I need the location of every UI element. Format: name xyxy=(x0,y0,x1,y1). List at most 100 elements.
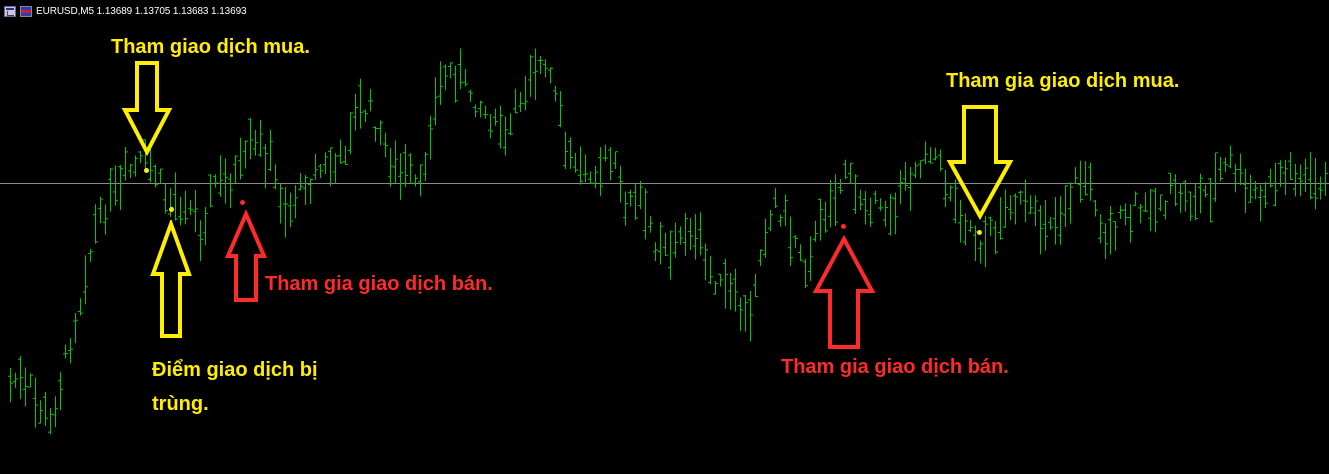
price-bar xyxy=(1018,190,1023,205)
price-bar xyxy=(413,174,418,187)
price-bar xyxy=(518,91,523,113)
price-bar xyxy=(38,400,43,424)
price-bar xyxy=(153,164,158,188)
price-bar xyxy=(393,140,398,184)
price-bar xyxy=(128,164,133,179)
price-bar xyxy=(1078,160,1083,203)
price-bar xyxy=(373,126,378,142)
price-bar xyxy=(963,213,968,246)
price-bar xyxy=(1243,168,1248,213)
price-bar xyxy=(813,220,818,242)
chart-header: EURUSD,M5 1.13689 1.13705 1.13683 1.1369… xyxy=(4,4,247,18)
sell-signal-dot-2 xyxy=(841,224,846,229)
price-bar xyxy=(1073,167,1078,185)
price-bar xyxy=(368,89,373,112)
price-bar xyxy=(533,48,538,101)
price-bar xyxy=(573,152,578,173)
price-bar xyxy=(893,192,898,235)
price-bar xyxy=(1023,179,1028,223)
price-bar xyxy=(1153,187,1158,233)
price-bar xyxy=(993,221,998,255)
price-bar xyxy=(313,153,318,180)
price-bar xyxy=(1298,164,1303,197)
price-bar xyxy=(258,119,263,157)
price-bar xyxy=(728,272,733,310)
price-bar xyxy=(1293,163,1298,197)
price-bar xyxy=(1308,152,1313,200)
price-bar xyxy=(848,162,853,184)
duplicate-signal-label-line1: Điểm giao dịch bị xyxy=(152,359,318,381)
price-bar xyxy=(923,141,928,165)
price-bar xyxy=(438,61,443,106)
sell-signal-dot xyxy=(240,200,245,205)
chart-window-icon[interactable] xyxy=(4,5,16,17)
price-bar xyxy=(88,248,93,262)
price-bar xyxy=(1213,152,1218,202)
price-bar xyxy=(768,210,773,231)
price-bar xyxy=(1143,192,1148,212)
price-bar xyxy=(1138,204,1143,224)
price-bar xyxy=(823,201,828,233)
price-bar xyxy=(1013,193,1018,225)
price-bar xyxy=(863,190,868,225)
price-bar xyxy=(1103,223,1108,259)
price-bar xyxy=(568,137,573,169)
price-bar xyxy=(778,214,783,227)
price-bar xyxy=(283,187,288,238)
price-bar xyxy=(758,249,763,267)
price-bar xyxy=(798,244,803,261)
price-bar xyxy=(63,344,68,359)
price-bar xyxy=(928,147,933,164)
price-bar xyxy=(98,196,103,224)
price-bar xyxy=(1058,196,1063,245)
price-bar xyxy=(943,170,948,208)
buy-arrow-down-icon xyxy=(121,61,173,157)
price-bar xyxy=(1273,162,1278,207)
price-bar xyxy=(588,171,593,184)
price-bar xyxy=(348,112,353,155)
price-bar xyxy=(188,200,193,216)
price-bar xyxy=(698,212,703,256)
price-bar xyxy=(648,216,653,233)
price-bar xyxy=(1083,161,1088,196)
price-bar xyxy=(883,200,888,227)
price-bar xyxy=(378,120,383,146)
price-bar xyxy=(58,372,63,411)
price-bar xyxy=(888,194,893,236)
price-bar xyxy=(613,151,618,169)
price-bar xyxy=(1233,163,1238,193)
price-bar xyxy=(1238,153,1243,186)
price-bar xyxy=(678,226,683,245)
buy-signal-dot xyxy=(144,168,149,173)
price-bar xyxy=(548,67,553,84)
price-bar xyxy=(333,153,338,184)
price-bar xyxy=(1168,172,1173,195)
price-bar xyxy=(623,191,628,226)
price-bar xyxy=(663,232,668,256)
price-bar xyxy=(193,190,198,233)
price-bar xyxy=(818,198,823,241)
price-bar xyxy=(838,178,843,194)
price-bar xyxy=(343,145,348,166)
price-bar xyxy=(1218,156,1223,182)
price-bar xyxy=(1283,159,1288,195)
price-bar xyxy=(1048,217,1053,230)
price-bar xyxy=(403,144,408,188)
price-bar xyxy=(1303,158,1308,192)
price-bar xyxy=(33,377,38,428)
price-bar xyxy=(998,197,1003,240)
sell-entry-label-2: Tham gia giao dịch bán. xyxy=(781,356,1009,378)
price-bar xyxy=(948,185,953,202)
price-bar xyxy=(198,220,203,262)
price-bar xyxy=(1133,191,1138,206)
price-bar xyxy=(803,258,808,288)
price-bar xyxy=(158,168,163,184)
price-bar xyxy=(668,230,673,280)
price-bar xyxy=(603,144,608,162)
price-bar xyxy=(208,174,213,208)
price-bar xyxy=(593,165,598,189)
price-bar xyxy=(443,64,448,91)
buy-entry-label-2: Tham gia giao dịch mua. xyxy=(946,70,1180,92)
